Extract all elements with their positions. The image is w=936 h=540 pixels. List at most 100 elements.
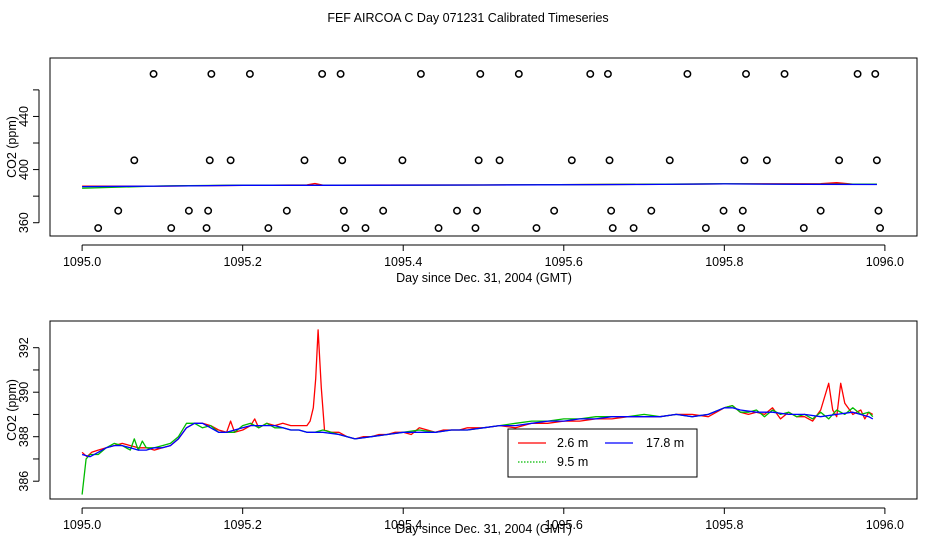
calibration-point <box>586 69 595 78</box>
calibration-point <box>361 224 370 232</box>
calibration-point <box>740 156 749 165</box>
calibration-point <box>453 206 461 215</box>
bottom-x-tick-label: 1096.0 <box>866 518 904 532</box>
calibration-point <box>398 156 407 165</box>
bottom-x-axis-label: Day since Dec. 31, 2004 (GMT) <box>396 522 572 536</box>
calibration-point <box>434 224 443 232</box>
calibration-point <box>567 156 576 165</box>
calibration-point <box>379 206 388 215</box>
calibration-point <box>474 156 483 165</box>
calibration-point <box>762 156 771 165</box>
top-y-tick-label: 440 <box>17 106 31 127</box>
bottom-x-axis: 1095.0 1095.2 1095.4 1095.6 1095.8 1096.0 <box>63 507 904 532</box>
bottom-x-tick-label: 1095.2 <box>224 518 262 532</box>
top-x-tick-label: 1095.6 <box>545 255 583 269</box>
calibration-point <box>835 156 844 165</box>
calibration-point <box>114 206 123 215</box>
calibration-point <box>339 206 348 215</box>
bottom-y-tick-label: 392 <box>17 337 31 358</box>
bottom-y-tick-label: 390 <box>17 382 31 403</box>
calibration-point <box>665 156 674 165</box>
calibration-point <box>871 69 880 78</box>
calibration-point <box>207 69 216 78</box>
bottom-x-tick-label: 1095.6 <box>545 518 583 532</box>
top-y-tick-label: 360 <box>17 212 31 233</box>
calibration-point <box>282 206 291 215</box>
calibration-point <box>205 156 214 165</box>
top-y-tick-label: 400 <box>17 159 31 180</box>
bottom-y-tick-label: 388 <box>17 426 31 447</box>
legend: 2.6 m 17.8 m 9.5 m <box>507 428 698 478</box>
calibration-point <box>603 69 612 78</box>
calibration-point <box>853 69 862 78</box>
bottom-y-tick-label: 386 <box>17 471 31 492</box>
top-plot-frame <box>49 57 918 237</box>
top-x-tick-label: 1095.0 <box>63 255 101 269</box>
calibration-point <box>495 156 504 165</box>
calibration-point <box>338 156 347 165</box>
calibration-point <box>130 156 139 165</box>
legend-label-9-5m: 9.5 m <box>557 455 588 469</box>
figure-title: FEF AIRCOA C Day 071231 Calibrated Times… <box>327 11 608 25</box>
legend-label-17-8m: 17.8 m <box>646 436 684 450</box>
legend-label-2-6m: 2.6 m <box>557 436 588 450</box>
top-x-tick-label: 1095.2 <box>224 255 262 269</box>
calibration-point <box>416 69 425 78</box>
bottom-plot-frame <box>49 320 918 500</box>
bottom-y-axis-label: CO2 (ppm) <box>5 379 19 441</box>
calibration-point <box>647 206 656 215</box>
calibration-point <box>780 69 789 78</box>
calibration-point <box>476 69 485 78</box>
bottom-x-tick-label: 1095.0 <box>63 518 101 532</box>
calibration-point <box>872 156 881 165</box>
bottom-series-2-6-m <box>81 329 874 458</box>
calibration-point <box>245 69 254 78</box>
bottom-y-axis: 386 388 390 392 <box>17 337 40 492</box>
top-y-axis-label: CO2 (ppm) <box>5 116 19 178</box>
calibration-point <box>471 224 480 232</box>
calibration-point <box>608 224 617 232</box>
top-x-tick-label: 1095.8 <box>705 255 743 269</box>
top-x-tick-label: 1095.4 <box>384 255 422 269</box>
bottom-series-layer <box>81 329 874 495</box>
calibration-point <box>226 156 235 165</box>
bottom-panel: 1095.0 1095.2 1095.4 1095.6 1095.8 1096.0 386… <box>5 320 918 536</box>
calibration-point <box>629 224 638 232</box>
calibration-point <box>473 206 482 215</box>
top-y-axis: 360 400 440 <box>17 89 40 233</box>
top-x-axis-label: Day since Dec. 31, 2004 (GMT) <box>396 271 572 285</box>
calibration-point <box>94 224 103 232</box>
calibration-point <box>605 156 614 165</box>
calibration-point <box>799 224 808 232</box>
calibration-point <box>701 224 710 232</box>
calibration-point <box>719 206 728 215</box>
bottom-x-tick-label: 1095.8 <box>705 518 743 532</box>
bottom-x-tick-label: 1095.4 <box>384 518 422 532</box>
calibration-point <box>204 206 213 215</box>
bottom-series-9-5-m <box>81 404 874 495</box>
calibration-point <box>300 156 309 165</box>
calibration-point <box>738 206 747 215</box>
top-series-17-8-m <box>82 183 877 188</box>
calibration-point <box>607 206 616 215</box>
calibration-point <box>184 206 193 215</box>
calibration-point <box>264 224 273 232</box>
calibration-point <box>318 69 327 78</box>
calibration-point <box>816 206 825 215</box>
calibration-point <box>874 206 883 215</box>
top-panel: 1095.0 1095.2 1095.4 1095.6 1095.8 1096.0 360… <box>5 57 918 285</box>
calibration-point <box>202 224 211 232</box>
calibration-point <box>532 224 541 232</box>
top-series-layer <box>82 182 877 189</box>
calibration-point <box>167 224 176 232</box>
legend-box <box>507 428 698 478</box>
calibration-point <box>737 224 746 232</box>
calibration-point <box>514 69 523 78</box>
bottom-series-17-8-m <box>81 407 874 458</box>
top-x-tick-label: 1096.0 <box>866 255 904 269</box>
calibration-point <box>336 69 345 78</box>
calibration-point <box>149 69 158 78</box>
top-calibration-points-layer <box>94 69 885 232</box>
calibration-point <box>341 224 350 232</box>
